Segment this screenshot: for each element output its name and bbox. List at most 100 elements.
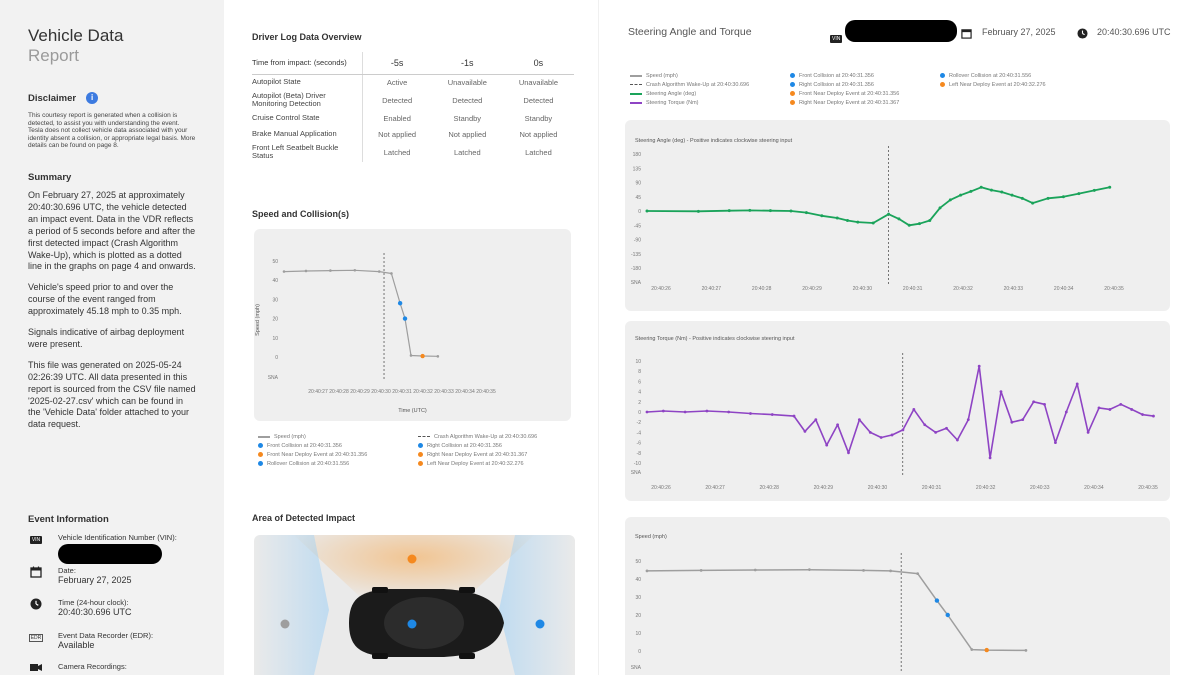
- legend-swatch: [418, 452, 423, 457]
- legend-label: Rollover Collision at 20:40:31.556: [267, 460, 350, 467]
- y-tick-label: 50: [635, 559, 641, 565]
- legend-label: Steering Angle (deg): [646, 90, 697, 97]
- legend-swatch: [418, 461, 423, 466]
- table-row: Front Left Seatbelt Buckle Status Latched…: [252, 142, 574, 162]
- x-tick-label: 20:40:35: [476, 389, 496, 395]
- summary-paragraph-2: Vehicle's speed prior to and over the co…: [28, 282, 182, 317]
- info-icon[interactable]: i: [86, 92, 99, 104]
- data-point: [938, 206, 942, 210]
- right-impact-glow: [499, 535, 575, 675]
- x-tick-label: 20:40:29: [350, 389, 370, 395]
- y-tick-label: -90: [634, 238, 641, 244]
- x-tick-label: 20:40:33: [434, 389, 454, 395]
- x-tick-label: 20:40:34: [1054, 286, 1074, 292]
- y-tick-label: 0: [275, 355, 278, 361]
- vin-icon: VIN: [28, 533, 44, 544]
- vehicle-silhouette: [349, 587, 504, 659]
- legend-label: Front Collision at 20:40:31.356: [267, 442, 342, 449]
- data-point: [807, 568, 811, 572]
- legend-swatch: [258, 452, 263, 457]
- y-tick-label: 2: [638, 400, 641, 406]
- legend-item: Right Near Deploy Event at 20:40:31.367: [418, 450, 578, 459]
- data-point: [436, 355, 440, 358]
- legend-label: Speed (mph): [646, 72, 678, 79]
- event-date: Date: February 27, 2025: [28, 566, 132, 586]
- y-tick-label: 20: [635, 613, 641, 619]
- y-tick-label: -6: [637, 441, 642, 447]
- legend-item: Speed (mph): [630, 71, 790, 80]
- data-point: [1054, 441, 1057, 444]
- vin-badge: VIN: [29, 536, 43, 544]
- table-row: Cruise Control State Enabled Standby Standb…: [252, 110, 574, 126]
- event-marker: [934, 598, 940, 603]
- steering-legend: Speed (mph) Crash Algorithm Wake-Up at 20…: [630, 71, 1170, 107]
- date-value: February 27, 2025: [58, 575, 132, 585]
- column-divider: [598, 0, 599, 675]
- table-row: Autopilot (Beta) Driver Monitoring Detec…: [252, 90, 574, 110]
- legend-swatch: [630, 84, 642, 85]
- y-tick-label: 135: [633, 166, 642, 172]
- edr-badge: EDR: [28, 634, 44, 642]
- event-marker: [402, 316, 408, 321]
- data-point: [1130, 408, 1134, 411]
- front-impact-marker: [407, 554, 417, 564]
- event-marker: [397, 301, 403, 306]
- x-tick-label: 20:40:28: [752, 286, 772, 292]
- header-clock-icon: [1077, 26, 1088, 44]
- data-point: [836, 423, 839, 427]
- legend-swatch: [790, 100, 795, 105]
- data-point: [645, 209, 649, 213]
- data-point: [804, 211, 808, 215]
- data-point: [789, 209, 793, 213]
- y-tick-label: -8: [637, 451, 642, 457]
- column-header: 0s: [502, 52, 574, 75]
- legend-label: Left Near Deploy Event at 20:40:32.276: [427, 460, 524, 467]
- data-point: [970, 648, 974, 651]
- row-label: Autopilot State: [252, 74, 363, 90]
- x-tick-label: 20:40:31: [392, 389, 412, 395]
- event-edr: EDR Event Data Recorder (EDR): Available: [28, 631, 153, 651]
- legend-swatch: [940, 82, 945, 87]
- calendar-icon: [28, 566, 44, 581]
- row-value: Enabled: [383, 113, 411, 123]
- data-point: [645, 410, 649, 414]
- legend-label: Right Collision at 20:40:31.356: [799, 81, 874, 88]
- column-header: -5s: [362, 52, 432, 75]
- speed-chart-xlabel: Time (UTC): [398, 408, 427, 414]
- x-tick-label: 20:40:31: [922, 485, 942, 491]
- y-tick-label: -2: [637, 420, 642, 426]
- data-point: [820, 214, 824, 218]
- x-tick-label: 20:40:32: [976, 485, 996, 491]
- row-value: Standby: [524, 113, 553, 123]
- data-point: [661, 409, 665, 413]
- summary-paragraph-4: This file was generated on 2025-05-24 02…: [28, 359, 196, 430]
- data-point: [683, 410, 687, 414]
- legend-label: Rollover Collision at 20:40:31.556: [949, 72, 1032, 79]
- data-point: [1152, 414, 1155, 418]
- sidebar: Vehicle Data Report Disclaimer i This co…: [0, 0, 224, 675]
- header-date: February 27, 2025: [982, 27, 1056, 37]
- row-label: Front Left Seatbelt Buckle Status: [252, 142, 363, 162]
- edr-label: Event Data Recorder (EDR):: [58, 631, 154, 640]
- data-point: [846, 219, 850, 222]
- data-point: [1061, 195, 1065, 199]
- data-point: [1141, 413, 1144, 416]
- x-tick-label: 20:40:31: [903, 286, 923, 292]
- data-point: [1024, 648, 1028, 652]
- data-point: [923, 423, 927, 427]
- steering-angle-chart: Steering Angle (deg) - Positive indicate…: [631, 138, 1124, 292]
- legend-swatch: [790, 73, 795, 78]
- data-point: [988, 456, 992, 460]
- x-tick-label: 20:40:34: [1084, 485, 1104, 491]
- row-value: Unavailable: [518, 77, 559, 87]
- y-tick-label: 10: [272, 336, 278, 342]
- data-point: [1046, 196, 1050, 200]
- data-point: [979, 185, 983, 189]
- x-tick-label: 20:40:26: [651, 485, 671, 491]
- data-point: [889, 569, 892, 573]
- x-tick-label: 20:40:32: [953, 286, 973, 292]
- x-tick-label: 20:40:35: [1138, 485, 1158, 491]
- y-tick-label: 8: [638, 369, 641, 375]
- data-point: [825, 443, 829, 447]
